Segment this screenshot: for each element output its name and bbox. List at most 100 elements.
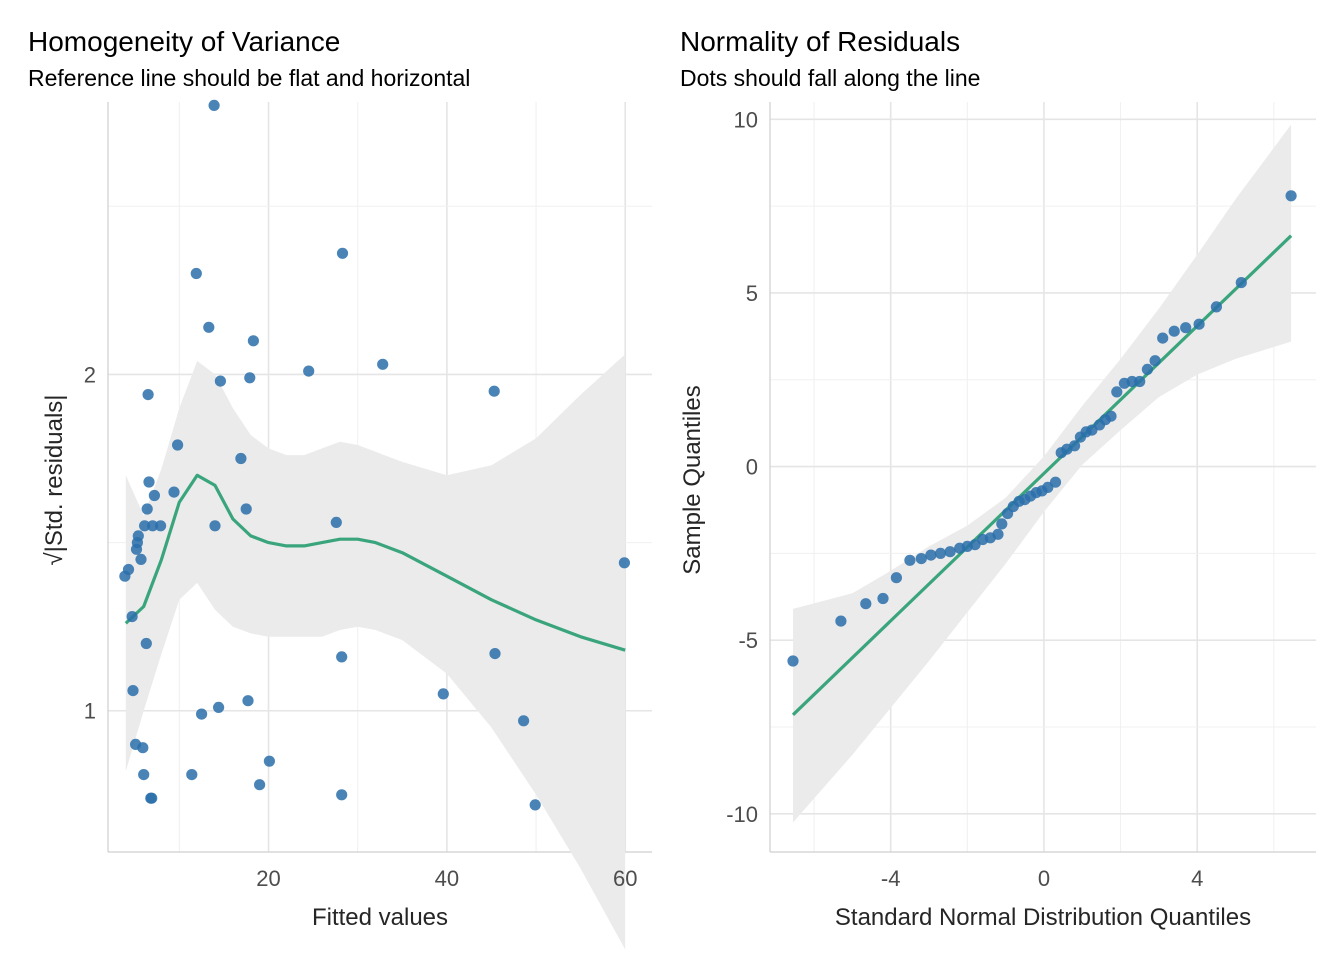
data-point: [1111, 386, 1123, 398]
data-point: [254, 779, 266, 791]
x-tick-label: 0: [1038, 866, 1050, 891]
data-point: [992, 528, 1004, 540]
data-point: [172, 439, 184, 451]
data-point: [240, 503, 252, 515]
data-point: [336, 789, 348, 801]
data-point: [127, 685, 139, 697]
data-point: [1193, 318, 1205, 330]
x-tick-label: -4: [881, 866, 901, 891]
data-point: [860, 598, 872, 610]
y-tick-label: 5: [746, 281, 758, 306]
data-point: [143, 476, 155, 488]
normality-points: [787, 190, 1297, 667]
data-point: [1235, 277, 1247, 289]
normality-title: Normality of Residuals: [680, 26, 960, 57]
data-point: [196, 708, 208, 720]
data-point: [787, 655, 799, 667]
data-point: [944, 546, 956, 558]
data-point: [890, 572, 903, 584]
data-point: [214, 375, 226, 387]
data-point: [209, 520, 221, 532]
data-point: [1069, 440, 1081, 452]
data-point: [263, 755, 275, 767]
data-point: [996, 518, 1008, 530]
data-point: [213, 701, 225, 714]
data-point: [1157, 332, 1169, 344]
data-point: [1285, 190, 1297, 202]
data-point: [138, 769, 150, 781]
normality-y-axis-label: Sample Quantiles: [679, 385, 706, 574]
y-tick-label: 1: [84, 699, 96, 724]
homogeneity-y-axis-label: √|Std. residuals|: [41, 394, 68, 565]
data-point: [146, 792, 158, 804]
data-point: [235, 452, 247, 465]
data-point: [488, 385, 500, 397]
y-tick-label: 2: [84, 362, 96, 387]
data-point: [303, 365, 315, 377]
y-tick-label: -10: [726, 802, 758, 827]
data-point: [242, 695, 254, 707]
data-point: [203, 321, 215, 333]
data-point: [1105, 410, 1117, 422]
homogeneity-smooth-line: [124, 473, 626, 652]
data-point: [147, 520, 159, 532]
y-tick-label: 0: [746, 455, 758, 480]
data-point: [1168, 325, 1180, 337]
data-point: [437, 688, 449, 700]
normality-subtitle: Dots should fall along the line: [680, 65, 980, 91]
x-tick-label: 20: [256, 866, 280, 891]
data-point: [148, 489, 160, 502]
data-point: [377, 358, 389, 370]
data-point: [139, 520, 151, 532]
data-point: [618, 557, 631, 569]
data-point: [141, 503, 153, 515]
data-point: [489, 648, 501, 660]
x-tick-label: 60: [613, 866, 637, 891]
homogeneity-title: Homogeneity of Variance: [28, 26, 340, 57]
data-point: [915, 553, 927, 565]
x-tick-label: 4: [1191, 866, 1203, 891]
normality-x-ticks: -4 0 4: [881, 866, 1203, 891]
data-point: [904, 554, 916, 566]
data-point: [529, 799, 541, 811]
data-point: [135, 553, 147, 566]
data-point: [518, 715, 530, 727]
x-tick-label: 40: [435, 866, 459, 891]
data-point: [835, 615, 847, 627]
normality-reference-line: [791, 234, 1293, 716]
data-point: [247, 335, 259, 347]
homogeneity-subtitle: Reference line should be flat and horizo…: [28, 65, 470, 91]
homogeneity-y-ticks: 12: [84, 362, 96, 723]
data-point: [168, 486, 180, 498]
data-point: [186, 769, 198, 781]
data-point: [1149, 355, 1161, 367]
y-tick-label: 10: [734, 107, 758, 132]
y-tick-label: -5: [738, 628, 758, 653]
data-point: [1180, 322, 1192, 334]
data-point: [122, 563, 135, 576]
normality-y-ticks: -10 -5 0 5 10: [726, 107, 758, 826]
data-point: [137, 742, 149, 754]
data-point: [330, 516, 342, 529]
data-point: [1210, 301, 1222, 313]
data-point: [934, 547, 947, 560]
data-point: [1049, 476, 1062, 488]
data-point: [208, 99, 220, 111]
data-point: [142, 389, 154, 401]
data-point: [132, 530, 144, 542]
data-point: [244, 372, 256, 384]
data-point: [190, 267, 202, 280]
data-point: [126, 611, 138, 623]
homogeneity-panel: Homogeneity of Variance Reference line s…: [28, 26, 652, 950]
data-point: [1141, 363, 1153, 375]
homogeneity-confidence-band: [125, 354, 626, 950]
homogeneity-points: [119, 99, 631, 811]
homogeneity-x-ticks: 20 40 60: [256, 866, 637, 891]
data-point: [336, 651, 348, 663]
data-point: [140, 637, 152, 650]
data-point: [1134, 375, 1146, 388]
data-point: [925, 549, 937, 561]
homogeneity-x-axis-label: Fitted values: [312, 904, 448, 931]
normality-x-axis-label: Standard Normal Distribution Quantiles: [835, 904, 1251, 931]
